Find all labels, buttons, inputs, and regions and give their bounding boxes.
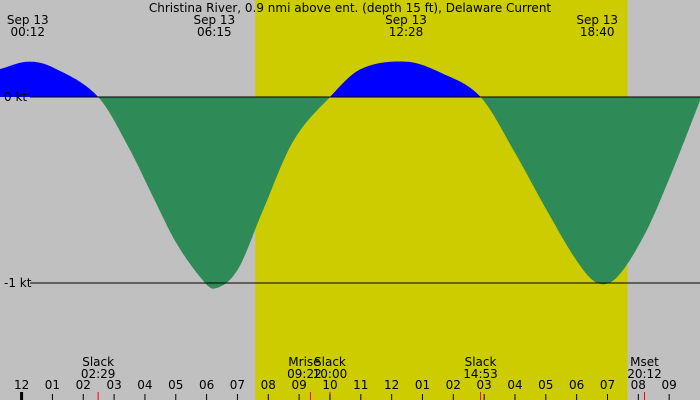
flood-area-2 <box>330 61 481 97</box>
hour-tick-label-10: 09 <box>291 378 306 392</box>
extreme-date-1: Sep 13 <box>193 13 235 27</box>
event-name-0: Slack <box>82 355 114 369</box>
hour-tick-label-8: 07 <box>230 378 245 392</box>
event-time-3: 14:53 <box>463 367 498 381</box>
hour-tick-label-19: 06 <box>569 378 584 392</box>
hour-tick-label-4: 03 <box>106 378 121 392</box>
hour-tick-label-14: 01 <box>415 378 430 392</box>
hour-tick-label-7: 06 <box>199 378 214 392</box>
y-axis-labels: 0 kt -1 kt <box>4 90 32 290</box>
y-gridlines <box>30 96 700 284</box>
current-areas <box>0 61 700 289</box>
hour-tick-label-22: 09 <box>662 378 677 392</box>
ebb-area-3 <box>481 97 700 285</box>
hour-tick-label-20: 07 <box>600 378 615 392</box>
hour-tick-label-21: 08 <box>631 378 646 392</box>
event-name-4: Mset <box>630 355 659 369</box>
extreme-time-2: 12:28 <box>389 25 424 39</box>
y-tick-label-1: -1 kt <box>4 276 32 290</box>
event-name-1: Mrise <box>288 355 320 369</box>
hour-tick-label-1: 12 <box>14 378 29 392</box>
event-time-1: 09:22 <box>287 367 322 381</box>
extreme-time-1: 06:15 <box>197 25 232 39</box>
hour-tick-label-2: 01 <box>45 378 60 392</box>
event-time-4: 20:12 <box>627 367 662 381</box>
hour-tick-label-11: 10 <box>322 378 337 392</box>
hour-tick-label-18: 05 <box>538 378 553 392</box>
event-time-2: 10:00 <box>313 367 348 381</box>
event-labels: Slack02:29Mrise09:22Slack10:00Slack14:53… <box>81 355 662 400</box>
chart-title: Christina River, 0.9 nmi above ent. (dep… <box>149 1 552 15</box>
extreme-time-3: 18:40 <box>580 25 615 39</box>
hour-tick-label-6: 05 <box>168 378 183 392</box>
hour-tick-label-15: 02 <box>446 378 461 392</box>
extreme-time-0: 00:12 <box>10 25 45 39</box>
hour-tick-label-9: 08 <box>261 378 276 392</box>
hour-tick-label-13: 12 <box>384 378 399 392</box>
y-tick-label-0: 0 kt <box>4 90 27 104</box>
event-name-2: Slack <box>314 355 346 369</box>
hour-tick-label-3: 02 <box>76 378 91 392</box>
flood-area-0 <box>0 61 99 97</box>
extreme-date-3: Sep 13 <box>576 13 618 27</box>
hour-tick-label-17: 04 <box>507 378 522 392</box>
event-name-3: Slack <box>465 355 497 369</box>
hour-tick-label-12: 11 <box>353 378 368 392</box>
extreme-date-0: Sep 13 <box>7 13 49 27</box>
extreme-date-2: Sep 13 <box>385 13 427 27</box>
event-time-0: 02:29 <box>81 367 116 381</box>
hour-tick-label-5: 04 <box>137 378 152 392</box>
hour-tick-label-16: 03 <box>477 378 492 392</box>
hour-axis: 1112010203040506070809101112010203040506… <box>14 378 677 400</box>
ebb-area-1 <box>99 97 330 289</box>
